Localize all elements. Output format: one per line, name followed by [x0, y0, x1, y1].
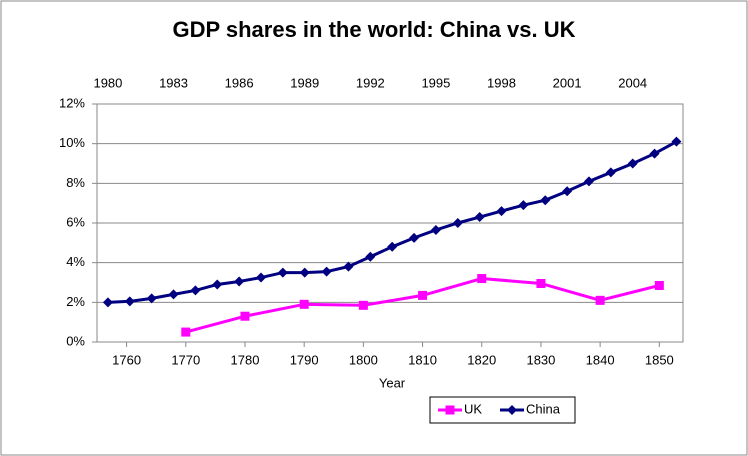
- x-tick-label: 1780: [231, 352, 260, 367]
- marker: [212, 279, 223, 290]
- marker: [321, 266, 332, 277]
- marker: [168, 289, 179, 300]
- marker: [343, 261, 354, 272]
- y-tick-label: 10%: [59, 135, 85, 150]
- marker: [181, 327, 191, 337]
- marker: [649, 148, 660, 159]
- x-tick-label: 1770: [171, 352, 200, 367]
- y-tick-label: 8%: [66, 175, 85, 190]
- x2-tick-label: 1995: [421, 75, 450, 90]
- x-tick-label: 1760: [112, 352, 141, 367]
- marker: [387, 241, 398, 252]
- chart-title: GDP shares in the world: China vs. UK: [172, 17, 575, 42]
- marker: [671, 136, 682, 147]
- x2-tick-label: 2004: [618, 75, 647, 90]
- marker: [474, 212, 485, 223]
- marker: [562, 186, 573, 197]
- y-tick-label: 12%: [59, 95, 85, 110]
- x-tick-label: 1830: [526, 352, 555, 367]
- x2-tick-label: 1980: [93, 75, 122, 90]
- marker: [430, 224, 441, 235]
- marker: [409, 232, 420, 243]
- marker: [536, 278, 546, 288]
- x-tick-label: 1800: [349, 352, 378, 367]
- y-tick-label: 6%: [66, 214, 85, 229]
- marker: [418, 290, 428, 300]
- marker: [540, 195, 551, 206]
- marker: [146, 293, 157, 304]
- marker: [277, 267, 288, 278]
- legend-label: China: [526, 401, 561, 416]
- marker: [365, 251, 376, 262]
- x2-tick-label: 2001: [553, 75, 582, 90]
- x2-tick-label: 1989: [290, 75, 319, 90]
- marker: [255, 272, 266, 283]
- marker: [654, 280, 664, 290]
- x2-tick-label: 1983: [159, 75, 188, 90]
- x2-tick-label: 1986: [225, 75, 254, 90]
- marker: [605, 167, 616, 178]
- marker: [299, 299, 309, 309]
- marker: [477, 274, 487, 284]
- marker: [595, 295, 605, 305]
- x2-tick-label: 1998: [487, 75, 516, 90]
- x-tick-label: 1850: [645, 352, 674, 367]
- marker: [299, 267, 310, 278]
- marker: [234, 276, 245, 287]
- legend-label: UK: [464, 401, 482, 416]
- x-tick-label: 1840: [586, 352, 615, 367]
- x-tick-label: 1790: [290, 352, 319, 367]
- marker: [452, 218, 463, 228]
- x-axis-label: Year: [379, 375, 406, 390]
- marker: [358, 300, 368, 310]
- marker: [102, 297, 113, 308]
- x-tick-label: 1810: [408, 352, 437, 367]
- x-tick-label: 1820: [467, 352, 496, 367]
- legend-marker: [445, 405, 455, 415]
- y-tick-label: 2%: [66, 294, 85, 309]
- y-tick-label: 0%: [66, 333, 85, 348]
- marker: [496, 206, 507, 217]
- y-tick-label: 4%: [66, 254, 85, 269]
- legend-marker: [507, 405, 517, 415]
- marker: [124, 296, 135, 307]
- marker: [190, 285, 201, 296]
- marker: [518, 200, 529, 211]
- marker: [240, 311, 250, 321]
- marker: [627, 158, 638, 169]
- marker: [583, 176, 594, 187]
- x2-tick-label: 1992: [356, 75, 385, 90]
